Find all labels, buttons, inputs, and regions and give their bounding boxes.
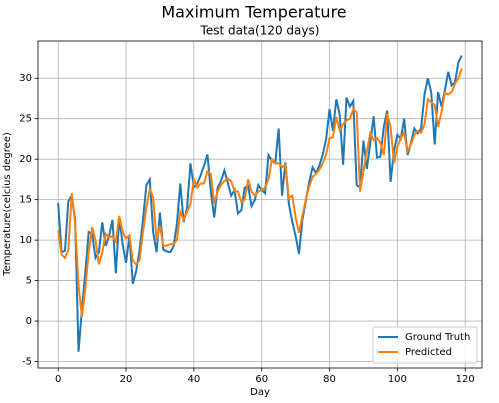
x-tick-label: 20 xyxy=(120,374,133,385)
legend xyxy=(372,326,478,364)
y-tick-label: 20 xyxy=(19,154,32,165)
x-tick-label: 100 xyxy=(388,374,407,385)
chart-title: Maximum Temperature xyxy=(161,3,346,22)
legend-label: Predicted xyxy=(405,347,452,358)
y-tick-label: 15 xyxy=(19,195,32,206)
y-tick-label: 30 xyxy=(19,73,32,84)
data-line xyxy=(57,68,463,318)
y-tick-label: 25 xyxy=(19,114,32,125)
y-tick-label: 10 xyxy=(19,235,32,246)
chart-subtitle: Test data(120 days) xyxy=(200,24,320,38)
x-axis-label: Day xyxy=(250,387,270,398)
data-line xyxy=(57,55,463,352)
x-tick-label: 40 xyxy=(187,374,200,385)
plot-frame xyxy=(37,40,483,369)
y-axis-label: Temperature(celcius degree) xyxy=(2,132,13,277)
x-tick-label: 60 xyxy=(255,374,268,385)
x-tick-label: 0 xyxy=(55,374,61,385)
legend-label: Ground Truth xyxy=(405,332,470,343)
y-tick-label: 5 xyxy=(26,276,32,287)
x-tick-label: 120 xyxy=(456,374,475,385)
y-tick-label: 0 xyxy=(26,316,32,327)
y-tick-label: -5 xyxy=(22,357,32,368)
x-tick-label: 80 xyxy=(323,374,336,385)
